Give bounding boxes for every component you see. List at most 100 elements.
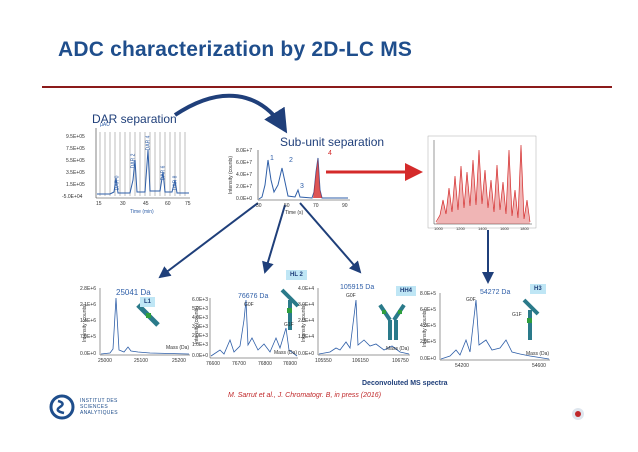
- ms-panel-h3: [439, 293, 550, 361]
- ms4-ytick-2: 4.0E+5: [420, 323, 436, 329]
- dar-ytick-0: 9.5E+05: [66, 134, 85, 140]
- ms1-tag: L1: [140, 297, 156, 307]
- curved-arrow: [173, 93, 288, 134]
- ms2-ytick-0: 6.0E+3: [192, 297, 208, 303]
- dar-xlabel: Time (min): [130, 209, 154, 215]
- ms2-ytick-5: 1.0E+3: [192, 342, 208, 348]
- sub-peak-3: 4: [328, 150, 332, 157]
- ms4-ylabel: Intensity (counts): [422, 308, 429, 348]
- raw-xtick-1: 1200: [456, 226, 465, 231]
- ms3-xlabel: Mass (Da): [386, 346, 410, 352]
- ms4-glycan-0: G0F: [466, 297, 476, 303]
- ms1-ytick-4: 0.0E+0: [80, 351, 96, 357]
- ms3-xtick-0: 105550: [315, 358, 332, 364]
- dar-chart: [95, 128, 190, 199]
- ms4-xlabel: Mass (Da): [526, 351, 550, 357]
- ms2-ytick-3: 3.0E+3: [192, 324, 208, 330]
- ms2-ytick-4: 2.0E+3: [192, 333, 208, 339]
- dar-unit: µAU: [100, 122, 110, 128]
- sub-xtick-0: 30: [256, 203, 262, 209]
- sub-ytick-3: 2.0E+7: [236, 184, 252, 190]
- dar-ytick-5: -5.0E+04: [62, 194, 83, 200]
- sub-peak-1: 2: [289, 157, 293, 164]
- sub-ytick-1: 6.0E+7: [236, 160, 252, 166]
- ms2-ytick-1: 5.0E+3: [192, 306, 208, 312]
- ms2-xlabel: Mass (Da): [274, 350, 298, 356]
- sub-ytick-4: 0.0E+0: [236, 196, 252, 202]
- ms1-xlabel: Mass (Da): [166, 345, 190, 351]
- ms1-ytick-2: 1.4E+6: [80, 318, 96, 324]
- institute-logo: [49, 394, 75, 420]
- title-divider: [42, 86, 612, 88]
- ms2-glycan-0: G0F: [244, 302, 254, 308]
- ms2-mass: 76676 Da: [238, 293, 269, 300]
- dar-peak-0: DAR 0: [114, 175, 121, 191]
- ms3-mass: 105915 Da: [340, 284, 375, 291]
- ms-panel-hl2: [209, 288, 300, 359]
- ms4-mass: 54272 Da: [480, 289, 511, 296]
- ms3-xtick-1: 106150: [352, 358, 369, 364]
- ms2-glycan-1: G1F: [284, 322, 294, 328]
- ms2-tag: HL 2: [286, 270, 307, 280]
- dar-peak-2: DAR 4: [145, 135, 152, 151]
- subunit-chart: [257, 150, 350, 201]
- ms3-xtick-2: 106750: [392, 358, 409, 364]
- dar-ytick-3: 3.5E+05: [66, 170, 85, 176]
- raw-xtick-0: 1000: [434, 226, 443, 231]
- ms1-ylabel: Intensity (counts): [82, 303, 89, 343]
- institute-name-0: INSTITUT DES: [80, 398, 118, 404]
- ms2-xtick-3: 76900: [283, 361, 297, 367]
- ms3-ylabel: Intensity (counts): [301, 303, 308, 343]
- sub-xtick-1: 50: [284, 203, 290, 209]
- sub-peak-0: 1: [270, 155, 274, 162]
- deconv-title: Deconvoluted MS spectra: [362, 380, 448, 387]
- ms4-glycan-1: G1F: [512, 312, 522, 318]
- ms1-ytick-3: 7.0E+5: [80, 334, 96, 340]
- ms3-ytick-3: 1.0E+4: [298, 334, 314, 340]
- dar-xtick-2: 45: [143, 201, 149, 207]
- dar-xtick-1: 30: [120, 201, 126, 207]
- sub-ylabel: Intensity (counts): [228, 155, 235, 195]
- dar-ytick-1: 7.5E+05: [66, 146, 85, 152]
- institute-name-1: SCIENCES: [80, 404, 108, 410]
- ms-panel-l1: [99, 288, 190, 356]
- institute-name-2: ANALYTIQUES: [80, 410, 118, 416]
- sub-xtick-3: 90: [342, 203, 348, 209]
- ms2-xtick-2: 76800: [258, 361, 272, 367]
- ms2-xtick-1: 76700: [232, 361, 246, 367]
- ms3-ytick-2: 2.0E+4: [298, 318, 314, 324]
- ms4-tag: H3: [530, 284, 546, 294]
- ms4-ytick-4: 0.0E+0: [420, 356, 436, 362]
- sub-xlabel: Time (s): [285, 210, 304, 216]
- ms2-xtick-0: 76600: [206, 361, 220, 367]
- dar-peak-4: DAR 8: [172, 175, 179, 191]
- ms4-xtick-0: 54200: [455, 363, 469, 369]
- ms2-ytick-6: 0.0E+0: [192, 353, 208, 359]
- dar-xtick-0: 15: [96, 201, 102, 207]
- dar-xtick-4: 75: [185, 201, 191, 207]
- ms1-mass: 25041 Da: [116, 288, 151, 297]
- raw-xtick-3: 1600: [500, 226, 509, 231]
- ms1-ytick-0: 2.8E+6: [80, 286, 96, 292]
- subunit-label: Sub-unit separation: [280, 135, 385, 149]
- ms1-xtick-1: 25100: [134, 358, 148, 364]
- page-title: ADC characterization by 2D-LC MS: [58, 38, 413, 61]
- raw-xtick-4: 1800: [520, 226, 529, 231]
- ms4-ytick-3: 2.0E+5: [420, 339, 436, 345]
- dar-ytick-2: 5.5E+05: [66, 158, 85, 164]
- sub-ytick-0: 8.0E+7: [236, 148, 252, 154]
- ms2-ytick-2: 4.0E+3: [192, 315, 208, 321]
- raw-ms-spectrum: [427, 135, 537, 229]
- ms3-ytick-1: 3.0E+4: [298, 302, 314, 308]
- sub-ytick-2: 4.0E+7: [236, 172, 252, 178]
- ms-panel-hh4: [317, 288, 410, 356]
- dar-peak-1: DAR 2: [130, 153, 137, 169]
- ms4-ytick-0: 8.0E+5: [420, 291, 436, 297]
- seal-icon: [572, 408, 584, 420]
- dar-ytick-4: 1.5E+05: [66, 182, 85, 188]
- ms3-tag: HH4: [396, 286, 417, 296]
- ms1-xtick-2: 25200: [172, 358, 186, 364]
- sub-peak-2: 3: [300, 183, 304, 190]
- dar-label: DAR separation: [92, 112, 177, 126]
